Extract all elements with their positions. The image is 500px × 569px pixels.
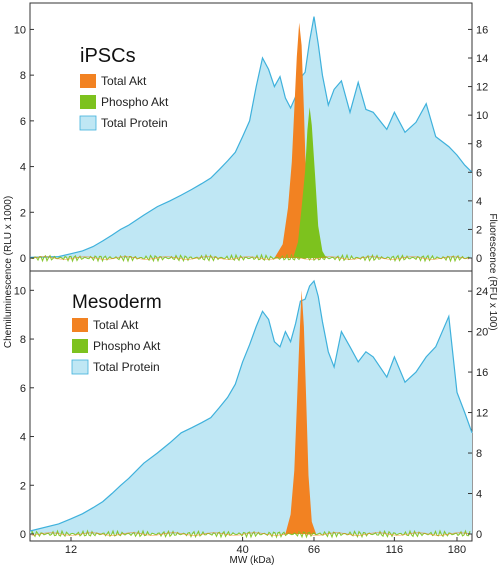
- legend-swatch-phospho-akt: [72, 339, 88, 353]
- x-axis-label: MW (kDa): [230, 555, 275, 566]
- panel-bottom-total-akt-layer: [285, 290, 317, 534]
- left-tick-label: 4: [20, 432, 26, 444]
- left-tick-label: 2: [20, 207, 26, 219]
- series-line-total-protein: [29, 16, 473, 258]
- legend-label-total-akt: Total Akt: [93, 318, 139, 332]
- right-tick-label: 4: [476, 196, 482, 208]
- x-tick-label: 180: [448, 544, 466, 556]
- series-area-phospho-akt: [293, 107, 327, 258]
- legend-swatch-total-protein: [79, 115, 97, 131]
- panel-top-total-protein-layer: [29, 16, 473, 258]
- right-tick-label: 12: [476, 82, 488, 94]
- left-tick-label: 8: [20, 70, 26, 82]
- baseline-noise-line: [31, 529, 471, 539]
- x-tick-label: 40: [236, 544, 248, 556]
- right-tick-label: 20: [476, 327, 488, 339]
- panel-bottom-title: Mesoderm: [72, 292, 162, 313]
- baseline-noise-line: [31, 532, 470, 536]
- left-y-axis-label: Chemiluminescence (RLU x 1000): [3, 196, 14, 348]
- right-tick-label: 0: [476, 253, 482, 265]
- panel-top-phospho-akt-layer: [293, 107, 327, 258]
- panel-bottom-baseline-noise: [31, 529, 471, 539]
- legend-swatch-total-akt: [72, 318, 88, 332]
- x-axis-ticks: 12 40 66 116 180: [65, 537, 466, 556]
- legend-label-total-protein: Total Protein: [101, 116, 168, 130]
- left-tick-label: 8: [20, 334, 26, 346]
- right-tick-label: 16: [476, 367, 488, 379]
- series-area-total-akt: [285, 290, 317, 534]
- panel-top: 0 2 4 6 8 10 0 2 4 6 8 10 12 14 16 iPSCs Total Akt Ph…: [14, 2, 488, 272]
- x-tick-label: 12: [65, 544, 77, 556]
- legend-swatch-phospho-akt: [80, 95, 96, 109]
- legend-label-phospho-akt: Phospho Akt: [93, 339, 161, 353]
- series-line-total-protein: [29, 279, 473, 532]
- legend-label-total-akt: Total Akt: [101, 74, 147, 88]
- legend-label-phospho-akt: Phospho Akt: [101, 95, 169, 109]
- left-tick-label: 6: [20, 383, 26, 395]
- legend-swatch-total-akt: [80, 74, 96, 88]
- series-area-total-protein: [30, 16, 472, 258]
- left-tick-label: 10: [14, 24, 26, 36]
- panel-top-baseline-noise: [31, 253, 471, 263]
- legend-swatch-total-protein: [71, 359, 89, 375]
- left-tick-label: 0: [20, 253, 26, 265]
- panel-bottom-frame: [29, 270, 473, 542]
- right-tick-label: 4: [476, 489, 482, 501]
- right-y-axis-label: Fluorescence (RFU x 100): [487, 213, 498, 330]
- panel-top-title: iPSCs: [80, 45, 136, 67]
- right-tick-label: 2: [476, 224, 482, 236]
- series-area-total-protein: [30, 281, 472, 534]
- panel-bottom-left-ticks: 0 2 4 6 8 10: [14, 285, 34, 541]
- right-tick-label: 10: [476, 110, 488, 122]
- left-tick-label: 6: [20, 116, 26, 128]
- panel-bottom-right-ticks: 0 4 8 12 16 20 24: [468, 286, 488, 541]
- panel-top-legend: Total Akt Phospho Akt Total Protein: [79, 74, 169, 131]
- right-tick-label: 0: [476, 529, 482, 541]
- panel-top-left-ticks: 0 2 4 6 8 10: [14, 24, 34, 265]
- left-tick-label: 2: [20, 480, 26, 492]
- left-tick-label: 0: [20, 529, 26, 541]
- baseline-noise-line: [31, 253, 471, 263]
- right-tick-label: 14: [476, 53, 488, 65]
- right-tick-label: 12: [476, 408, 488, 420]
- left-tick-label: 10: [14, 285, 26, 297]
- left-tick-label: 4: [20, 162, 26, 174]
- right-tick-label: 24: [476, 286, 488, 298]
- panel-bottom-legend: Total Akt Phospho Akt Total Protein: [71, 318, 161, 375]
- legend-label-total-protein: Total Protein: [93, 360, 160, 374]
- panel-top-right-ticks: 0 2 4 6 8 10 12 14 16: [468, 24, 488, 265]
- x-tick-label: 116: [386, 544, 404, 556]
- x-tick-label: 66: [308, 544, 320, 556]
- panel-bottom-total-protein-layer: [29, 279, 473, 534]
- right-tick-label: 16: [476, 24, 488, 36]
- baseline-noise-line: [31, 256, 470, 260]
- right-tick-label: 8: [476, 139, 482, 151]
- right-tick-label: 6: [476, 167, 482, 179]
- right-tick-label: 8: [476, 448, 482, 460]
